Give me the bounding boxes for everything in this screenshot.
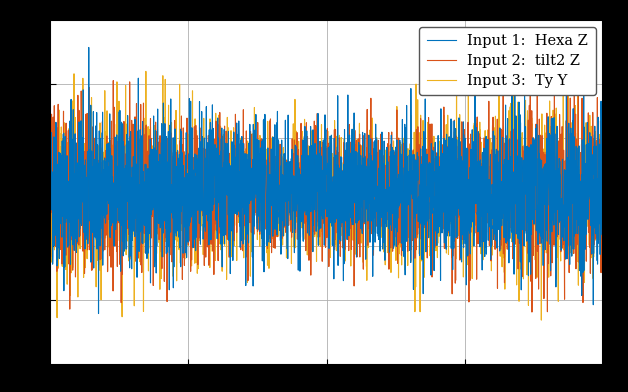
Input 2:  tilt2 Z: (0.383, 0.242): tilt2 Z: (0.383, 0.242) xyxy=(258,163,266,168)
Input 1:  Hexa Z: (1, -0.0543): Hexa Z: (1, -0.0543) xyxy=(599,196,607,200)
Input 2:  tilt2 Z: (0.872, -1.11): tilt2 Z: (0.872, -1.11) xyxy=(528,310,536,314)
Input 1:  Hexa Z: (0.384, -0.639): Hexa Z: (0.384, -0.639) xyxy=(259,259,266,263)
Input 3:  Ty Y: (0.981, 0.361): Ty Y: (0.981, 0.361) xyxy=(588,151,596,156)
Input 3:  Ty Y: (0.873, 0.269): Ty Y: (0.873, 0.269) xyxy=(529,161,536,165)
Input 3:  Ty Y: (0.173, -0.0519): Ty Y: (0.173, -0.0519) xyxy=(143,195,150,200)
Input 1:  Hexa Z: (0.873, 0.158): Hexa Z: (0.873, 0.158) xyxy=(529,173,536,178)
Input 1:  Hexa Z: (0.965, 1.37): Hexa Z: (0.965, 1.37) xyxy=(580,42,587,47)
Input 3:  Ty Y: (1, 0.662): Ty Y: (1, 0.662) xyxy=(599,118,607,123)
Input 2:  tilt2 Z: (0.427, 0.194): tilt2 Z: (0.427, 0.194) xyxy=(283,169,290,174)
Input 1:  Hexa Z: (0.114, -0.176): Hexa Z: (0.114, -0.176) xyxy=(110,209,117,213)
Input 1:  Hexa Z: (0.0874, -1.13): Hexa Z: (0.0874, -1.13) xyxy=(95,311,102,316)
Input 2:  tilt2 Z: (0.173, 0.62): tilt2 Z: (0.173, 0.62) xyxy=(143,123,150,128)
Input 3:  Ty Y: (0.383, 0.00752): Ty Y: (0.383, 0.00752) xyxy=(258,189,266,194)
Input 3:  Ty Y: (0.889, -1.19): Ty Y: (0.889, -1.19) xyxy=(538,318,545,323)
Input 1:  Hexa Z: (0.981, 0.224): Hexa Z: (0.981, 0.224) xyxy=(588,165,596,170)
Input 2:  tilt2 Z: (0.981, 0.293): tilt2 Z: (0.981, 0.293) xyxy=(588,158,596,163)
Input 2:  tilt2 Z: (0.114, 1.03): tilt2 Z: (0.114, 1.03) xyxy=(109,78,117,83)
Line: Input 1:  Hexa Z: Input 1: Hexa Z xyxy=(50,44,603,314)
Legend: Input 1:  Hexa Z, Input 2:  tilt2 Z, Input 3:  Ty Y: Input 1: Hexa Z, Input 2: tilt2 Z, Input… xyxy=(420,27,595,95)
Input 3:  Ty Y: (0.114, 0.415): Ty Y: (0.114, 0.415) xyxy=(109,145,117,150)
Input 1:  Hexa Z: (0.427, -0.0438): Hexa Z: (0.427, -0.0438) xyxy=(283,194,290,199)
Input 3:  Ty Y: (0, -0.285): Ty Y: (0, -0.285) xyxy=(46,220,54,225)
Input 3:  Ty Y: (0.427, -0.0735): Ty Y: (0.427, -0.0735) xyxy=(283,198,290,202)
Input 1:  Hexa Z: (0.174, 0.186): Hexa Z: (0.174, 0.186) xyxy=(143,170,150,174)
Input 2:  tilt2 Z: (0.869, 1.07): tilt2 Z: (0.869, 1.07) xyxy=(526,74,534,79)
Input 2:  tilt2 Z: (0, 0.0925): tilt2 Z: (0, 0.0925) xyxy=(46,180,54,185)
Input 2:  tilt2 Z: (0.873, 0.0556): tilt2 Z: (0.873, 0.0556) xyxy=(529,184,536,189)
Line: Input 2:  tilt2 Z: Input 2: tilt2 Z xyxy=(50,76,603,312)
Input 1:  Hexa Z: (0, 0.174): Hexa Z: (0, 0.174) xyxy=(46,171,54,176)
Input 3:  Ty Y: (0.735, 1.31): Ty Y: (0.735, 1.31) xyxy=(453,49,460,53)
Input 2:  tilt2 Z: (1, -0.255): tilt2 Z: (1, -0.255) xyxy=(599,217,607,222)
Line: Input 3:  Ty Y: Input 3: Ty Y xyxy=(50,51,603,320)
